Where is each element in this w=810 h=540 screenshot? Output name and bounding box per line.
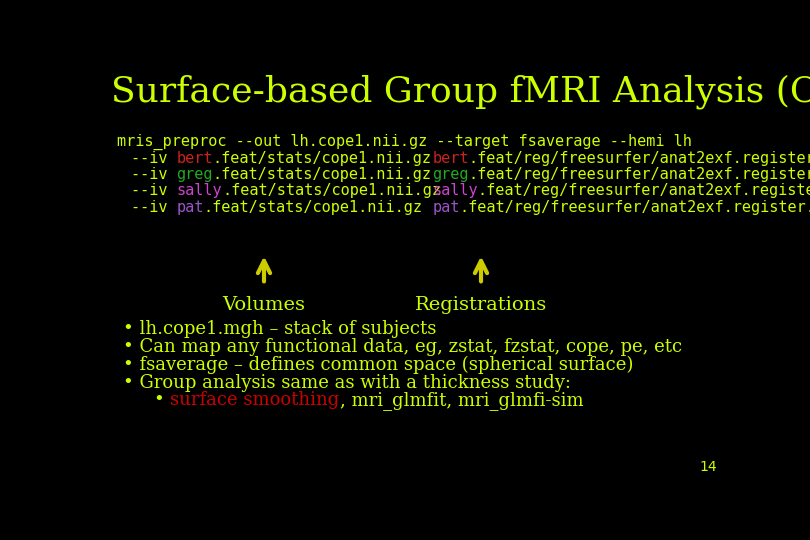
Text: .feat/stats/cope1.nii.gz: .feat/stats/cope1.nii.gz xyxy=(222,184,441,198)
Text: greg: greg xyxy=(433,167,469,182)
Text: mris_preproc --out lh.cope1.nii.gz --target fsaverage --hemi lh: mris_preproc --out lh.cope1.nii.gz --tar… xyxy=(117,134,692,150)
Text: --iv: --iv xyxy=(130,167,177,182)
Text: greg: greg xyxy=(177,167,213,182)
Text: sally: sally xyxy=(433,184,478,198)
Text: .feat/reg/freesurfer/anat2exf.register.dat: .feat/reg/freesurfer/anat2exf.register.d… xyxy=(469,151,810,166)
Text: .feat/stats/cope1.nii.gz: .feat/stats/cope1.nii.gz xyxy=(203,200,423,214)
Text: .feat/stats/cope1.nii.gz: .feat/stats/cope1.nii.gz xyxy=(213,151,432,166)
Text: --iv: --iv xyxy=(130,151,177,166)
Text: pat: pat xyxy=(177,200,203,214)
Text: •: • xyxy=(154,392,170,409)
Text: • Group analysis same as with a thickness study:: • Group analysis same as with a thicknes… xyxy=(123,374,571,391)
Text: Volumes: Volumes xyxy=(223,296,305,314)
Text: • fsaverage – defines common space (spherical surface): • fsaverage – defines common space (sphe… xyxy=(123,356,633,374)
Text: • lh.cope1.mgh – stack of subjects: • lh.cope1.mgh – stack of subjects xyxy=(123,320,437,339)
Text: .feat/reg/freesurfer/anat2exf.register.dat: .feat/reg/freesurfer/anat2exf.register.d… xyxy=(478,184,810,198)
Text: --iv: --iv xyxy=(130,184,177,198)
Text: bert: bert xyxy=(433,151,469,166)
Text: --iv: --iv xyxy=(130,200,177,214)
Text: sally: sally xyxy=(177,184,222,198)
Text: pat: pat xyxy=(433,200,459,214)
Text: .feat/reg/freesurfer/anat2exf.register.dat: .feat/reg/freesurfer/anat2exf.register.d… xyxy=(469,167,810,182)
Text: • Can map any functional data, eg, zstat, fzstat, cope, pe, etc: • Can map any functional data, eg, zstat… xyxy=(123,338,682,356)
Text: .feat/reg/freesurfer/anat2exf.register.dat: .feat/reg/freesurfer/anat2exf.register.d… xyxy=(459,200,810,214)
Text: bert: bert xyxy=(177,151,213,166)
Text: Surface-based Group fMRI Analysis (One Run): Surface-based Group fMRI Analysis (One R… xyxy=(110,75,810,110)
Text: surface smoothing: surface smoothing xyxy=(170,392,339,409)
Text: 14: 14 xyxy=(700,461,718,475)
Text: , mri_glmfit, mri_glmfi-sim: , mri_glmfit, mri_glmfi-sim xyxy=(339,392,583,410)
Text: Registrations: Registrations xyxy=(415,296,547,314)
Text: .feat/stats/cope1.nii.gz: .feat/stats/cope1.nii.gz xyxy=(213,167,432,182)
